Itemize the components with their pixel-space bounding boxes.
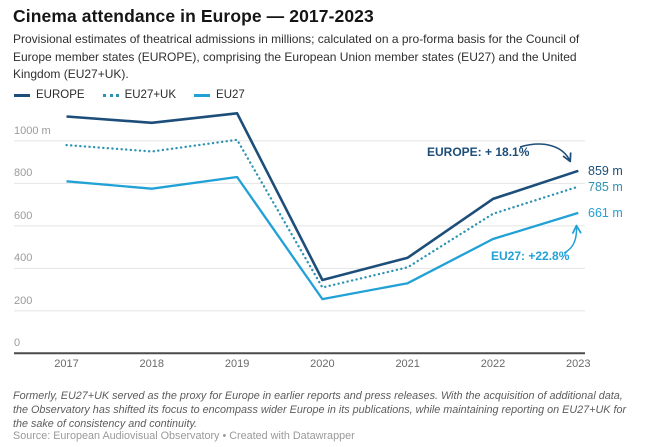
end-value-label-eu27: 661 m bbox=[588, 205, 623, 220]
legend-item-eu27uk: EU27+UK bbox=[102, 89, 177, 101]
annotation-eu27-change: EU27: +22.8% bbox=[491, 249, 570, 263]
line-eu27-uk[interactable] bbox=[65, 138, 580, 289]
separator-dot: • bbox=[222, 430, 227, 442]
footnote: Formerly, EU27+UK served as the proxy fo… bbox=[13, 390, 627, 430]
y-axis-tick-600: 600 bbox=[14, 209, 33, 222]
end-value-label-eu27-uk: 785 m bbox=[588, 179, 623, 194]
x-axis-tick-2020: 2020 bbox=[310, 358, 335, 370]
source-text: Source: European Audiovisual Observatory bbox=[13, 430, 220, 442]
page-title: Cinema attendance in Europe — 2017-2023 bbox=[13, 6, 374, 26]
y-axis-tick-400: 400 bbox=[14, 252, 33, 265]
legend-label-eu27: EU27 bbox=[216, 89, 245, 101]
y-axis-tick-200: 200 bbox=[14, 294, 33, 307]
y-axis-tick-0: 0 bbox=[14, 337, 21, 350]
annotation-europe-change: EUROPE: + 18.1% bbox=[427, 145, 530, 159]
x-axis-tick-2021: 2021 bbox=[395, 358, 420, 370]
line-eu27[interactable] bbox=[66, 175, 579, 301]
x-axis-tick-2022: 2022 bbox=[480, 358, 506, 370]
x-axis-tick-2018: 2018 bbox=[139, 358, 165, 370]
annotation-arrow-eu27-icon bbox=[563, 224, 582, 254]
legend-label-europe: EUROPE bbox=[36, 89, 85, 101]
legend: EUROPE EU27+UK EU27 bbox=[14, 88, 245, 102]
line-europe[interactable] bbox=[66, 112, 579, 282]
end-value-label-europe: 859 m bbox=[588, 163, 623, 178]
source-line: Source: European Audiovisual Observatory… bbox=[13, 430, 355, 442]
y-axis-tick-1000: 1000 m bbox=[14, 124, 51, 137]
datawrapper-attribution-link[interactable]: Created with Datawrapper bbox=[229, 430, 355, 442]
x-axis-tick-2019: 2019 bbox=[224, 358, 250, 370]
chart-description: Provisional estimates of theatrical admi… bbox=[13, 32, 580, 81]
x-axis-tick-2023: 2023 bbox=[566, 358, 591, 370]
legend-swatch-eu27uk-icon bbox=[102, 93, 119, 97]
legend-swatch-europe-icon bbox=[14, 93, 30, 97]
legend-item-europe: EUROPE bbox=[14, 89, 85, 101]
legend-swatch-eu27-icon bbox=[194, 93, 211, 97]
annotation-arrow-europe-icon bbox=[519, 143, 572, 163]
y-axis-tick-800: 800 bbox=[14, 167, 33, 180]
legend-label-eu27uk: EU27+UK bbox=[124, 89, 177, 101]
x-axis-tick-2017: 2017 bbox=[54, 358, 79, 370]
legend-item-eu27: EU27 bbox=[194, 89, 245, 101]
